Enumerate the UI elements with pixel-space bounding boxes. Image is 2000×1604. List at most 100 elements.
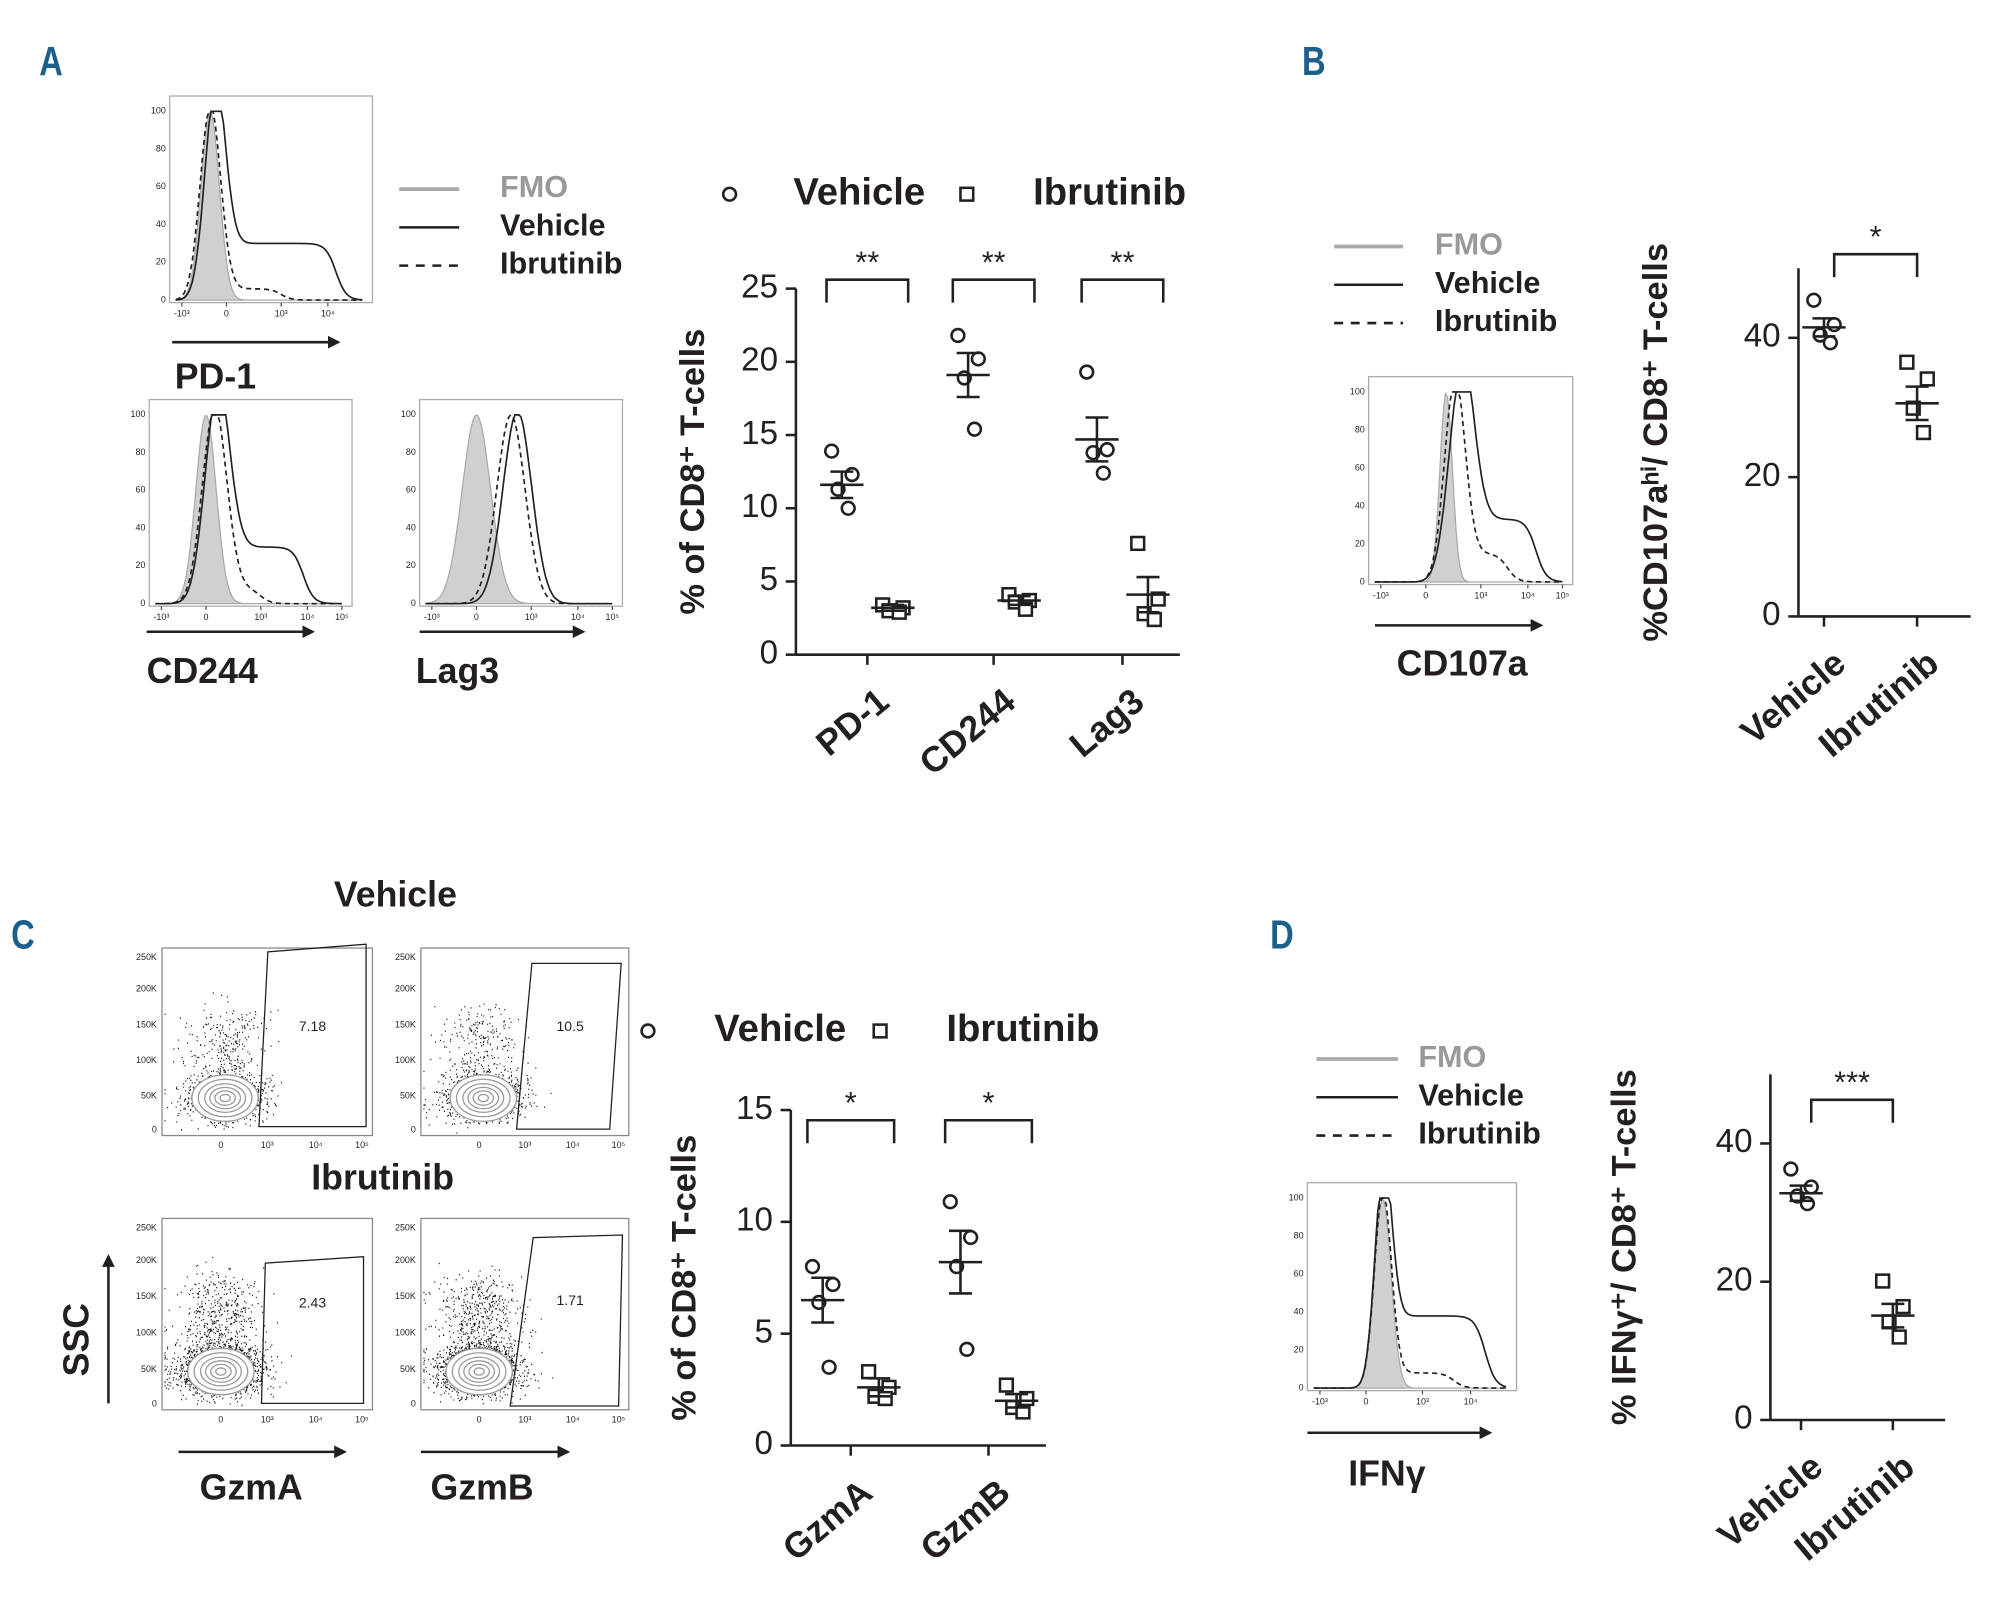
data-point [1146,611,1162,628]
histogram-x-tick: 10³ [1474,590,1487,600]
histogram-x-tick: 10³ [254,612,267,622]
contour-y-tick: 100K [395,1328,416,1338]
significance-label: ** [982,245,1006,279]
histogram-y-tick: 60 [156,181,166,191]
legend-label: Vehicle [1435,266,1541,300]
histogram-y-tick: 100 [131,409,146,419]
contour-line [193,1352,249,1391]
gate-value: 1.71 [557,1292,584,1308]
contour-x-tick: 10³ [518,1414,531,1424]
contour-line [199,1356,242,1387]
legend-label: FMO [1435,228,1503,262]
legend-label: Ibrutinib [500,247,622,281]
histogram-y-tick: 40 [156,219,166,229]
histogram-label: CD244 [147,651,258,691]
data-point [1783,1161,1799,1177]
data-point [1806,292,1822,308]
y-tick-label: 40 [1716,1123,1753,1160]
legend-label: Vehicle [714,1007,846,1050]
legend-label: Ibrutinib [1033,170,1186,213]
data-point [1803,1179,1819,1195]
histogram-x-tick: 10⁵ [606,612,620,622]
significance-bracket [806,1118,896,1144]
histogram-x-tick: -10³ [174,308,190,318]
data-point [966,421,983,437]
ibrutinib-curve [155,414,342,605]
histogram-frame [169,95,374,304]
histogram-x-tick: 10³ [1416,1396,1429,1406]
significance-bracket [943,1118,1034,1144]
data-point [1874,1273,1891,1289]
significance-label: * [1870,220,1882,254]
data-point [1015,1404,1031,1420]
contour-y-tick: 50K [141,1364,157,1374]
y-tick-label: 20 [741,342,778,379]
significance-bracket [1080,278,1165,303]
gate [509,1234,624,1407]
contour-x-tick: 10⁵ [355,1414,369,1424]
gate [260,1256,365,1405]
data-point [860,1364,877,1380]
legend-marker [872,1023,888,1039]
y-tick-label: 0 [760,634,778,671]
data-point [825,1276,841,1293]
legend-label: FMO [1418,1040,1486,1074]
contour-x-tick: 10⁴ [566,1414,580,1424]
contour-line [209,1086,242,1110]
histogram-y-tick: 60 [1355,462,1365,472]
contour-y-tick: 200K [395,1255,416,1265]
y-tick-label: 0 [1734,1400,1752,1437]
histogram-y-tick: 80 [1294,1230,1304,1240]
data-point [963,1229,979,1246]
significance-label: ** [1111,245,1135,279]
contour-x-tick: 10⁴ [309,1414,323,1424]
panel-label: C [11,912,35,957]
histogram-y-tick: 0 [161,294,166,304]
histogram-y-tick: 60 [406,485,416,495]
data-point [1895,1298,1911,1315]
y-axis-title: % of CD8⁺ T-cells [674,329,712,615]
contour-line [215,1367,227,1376]
legend-marker [640,1023,656,1039]
contour-y-tick: 0 [152,1124,157,1134]
panel-label: A [39,38,63,83]
y-tick-label: 10 [736,1202,773,1239]
contour-y-tick: 0 [152,1398,157,1408]
contour-line [473,1367,485,1376]
contour-line [204,1083,247,1113]
contour-y-tick: 0 [411,1124,416,1134]
data-point [998,1377,1015,1393]
contour-line [204,1360,237,1383]
histogram-y-tick: 80 [1355,424,1365,434]
contour-line [219,1093,231,1103]
y-tick-label: 20 [1716,1261,1753,1298]
contour-line [455,1078,511,1118]
legend-label: Ibrutinib [1418,1117,1540,1151]
contour-x-tick: 0 [477,1140,482,1150]
gate-value: 7.18 [299,1018,326,1034]
vehicle-curve [175,110,363,301]
contour-y-tick: 200K [136,1255,157,1265]
histogram-y-tick: 100 [1289,1192,1304,1202]
contour-y-tick: 250K [136,952,157,962]
histogram-x-tick: 10⁴ [301,612,315,622]
contour-x-tick: 0 [218,1140,223,1150]
significance-bracket [1832,252,1919,278]
contour-frame [161,1217,374,1411]
histogram-x-tick: 10⁵ [1556,590,1570,600]
histogram-x-tick: 10⁴ [321,308,335,318]
data-point [1079,364,1095,380]
contour-line [472,1090,495,1106]
contour-y-tick: 150K [136,1291,157,1301]
legend-label: Vehicle [793,170,925,213]
histogram-y-tick: 20 [135,560,145,570]
legend-label: FMO [500,170,568,204]
legend-label: Vehicle [500,208,606,242]
data-point [1130,535,1146,552]
contour-x-label: GzmB [431,1468,534,1508]
legend-label: Ibrutinib [1435,304,1557,338]
significance-bracket [825,278,910,303]
histogram-y-tick: 80 [156,143,166,153]
histogram-x-tick: 0 [224,308,229,318]
